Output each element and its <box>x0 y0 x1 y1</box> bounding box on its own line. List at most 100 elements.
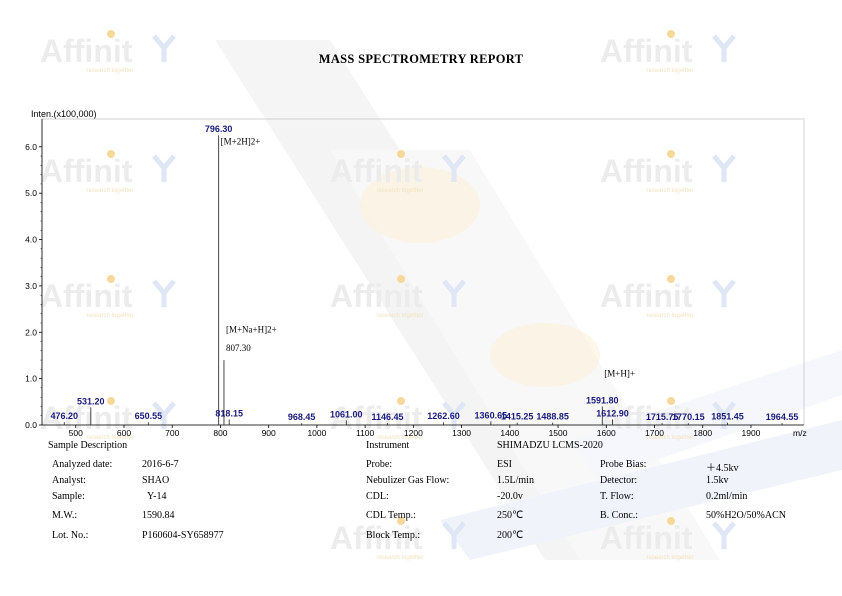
watermark-subtitle: research together <box>376 555 423 561</box>
y-tick-label: 0.0 <box>25 420 37 430</box>
instrument-heading: Instrument <box>366 440 410 451</box>
cdl-label: CDL: <box>366 491 389 502</box>
watermark-brand: Affinit <box>330 278 423 314</box>
probe-label: Probe: <box>366 459 393 470</box>
probe-bias-value: ＋4.5kv <box>706 463 739 474</box>
watermark-y-icon <box>152 279 176 307</box>
watermark-brand: Affinit <box>600 278 693 314</box>
watermark-subtitle: research together <box>646 188 693 194</box>
y-tick-label: 3.0 <box>25 281 37 291</box>
analyst-value: SHAO <box>142 475 170 486</box>
watermark-dot <box>667 275 675 283</box>
peak-label: 531.20 <box>77 396 105 406</box>
watermark-dot <box>107 397 115 405</box>
watermark-subtitle: research together <box>646 313 693 319</box>
watermark-y-icon <box>712 154 736 182</box>
watermark-y-icon <box>152 154 176 182</box>
watermark-subtitle: research together <box>86 188 133 194</box>
lot-label: Lot. No.: <box>52 530 89 541</box>
y-tick-label: 1.0 <box>25 374 37 384</box>
analyst-label: Analyst: <box>52 475 86 486</box>
tflow-value: 0.2ml/min <box>706 491 748 502</box>
watermark-y-icon <box>712 34 736 62</box>
peak-label: 1262.60 <box>427 411 460 421</box>
watermark-brand: Affinit <box>600 153 693 189</box>
peak-annotation: [M+2H]2+ <box>221 137 261 147</box>
peak-label: 1488.85 <box>536 412 569 422</box>
peak-annotation: 807.30 <box>226 343 251 353</box>
x-tick-label: 900 <box>262 428 276 438</box>
x-tick-label: 1900 <box>741 428 760 438</box>
probe-value: ESI <box>497 459 512 470</box>
peak-series <box>63 135 783 425</box>
peak-label: 1851.45 <box>711 412 744 422</box>
watermark-subtitle: research together <box>86 435 133 441</box>
peak-label: 1770.15 <box>672 412 705 422</box>
watermark-brand: Affinit <box>330 520 423 556</box>
mw-label: M.W.: <box>52 510 78 521</box>
peak-label: 1964.55 <box>766 412 799 422</box>
watermark-subtitle: research together <box>376 313 423 319</box>
block-temp-label: Block Temp.: <box>366 530 421 541</box>
peak-label: 476.20 <box>51 411 79 421</box>
sample-heading: Sample Description <box>48 440 128 451</box>
watermark-dot <box>397 397 405 405</box>
peak-label: 1061.00 <box>330 409 363 419</box>
x-tick-label: 1700 <box>645 428 664 438</box>
watermark-brand: Affinit <box>600 33 693 69</box>
y-axis-label: Inten.(x100,000) <box>31 109 97 119</box>
watermark-brand: Affinit <box>330 153 423 189</box>
watermark-y-icon <box>152 401 176 429</box>
x-tick-label: 800 <box>213 428 227 438</box>
watermark-y-icon <box>442 279 466 307</box>
sample-value: Y-14 <box>147 491 167 502</box>
watermark-y-icon <box>712 279 736 307</box>
x-axis-label: m/z <box>793 428 807 438</box>
peak-label: 1612.90 <box>596 408 629 418</box>
annotations: [M+2H]2+ [M+Na+H]2+ 807.30 [M+H]+ <box>221 137 635 379</box>
watermark-y-icon <box>712 401 736 429</box>
peak-label: 1415.25 <box>501 412 534 422</box>
watermark-subtitle: research together <box>86 313 133 319</box>
watermark-dot <box>667 517 675 525</box>
y-tick-label: 4.0 <box>25 235 37 245</box>
watermark-brand: Affinit <box>330 400 423 436</box>
x-tick-label: 1600 <box>597 428 616 438</box>
watermark-dot <box>397 150 405 158</box>
x-tick-label: 500 <box>69 428 83 438</box>
watermark-brand: Affinit <box>600 520 693 556</box>
x-tick-label: 1800 <box>693 428 712 438</box>
watermark-subtitle: research together <box>646 68 693 74</box>
analyzed-date-value: 2016-6-7 <box>142 459 179 470</box>
watermark-dot <box>667 150 675 158</box>
peak-label: 818.15 <box>215 408 243 418</box>
mw-value: 1590.84 <box>142 510 175 521</box>
peak-label: 1591.80 <box>586 395 619 405</box>
watermark-dot <box>667 397 675 405</box>
watermark-dot <box>107 275 115 283</box>
watermark-brand: Affinit <box>600 400 693 436</box>
probe-bias-label: Probe Bias: <box>600 459 647 470</box>
cdl-value: -20.0v <box>497 491 523 502</box>
x-tick-label: 600 <box>117 428 131 438</box>
instrument-name: SHIMADZU LCMS-2020 <box>497 440 603 451</box>
nebulizer-value: 1.5L/min <box>497 475 534 486</box>
y-ticks: 0.0 1.0 2.0 3.0 4.0 5.0 6.0 <box>25 142 42 430</box>
watermark-large-logo <box>215 40 842 560</box>
x-tick-label: 1300 <box>452 428 471 438</box>
watermark-dot <box>107 150 115 158</box>
cdl-temp-label: CDL Temp.: <box>366 510 416 521</box>
x-tick-label: 1000 <box>307 428 326 438</box>
detector-label: Detector: <box>600 475 638 486</box>
watermark-subtitle: research together <box>646 555 693 561</box>
